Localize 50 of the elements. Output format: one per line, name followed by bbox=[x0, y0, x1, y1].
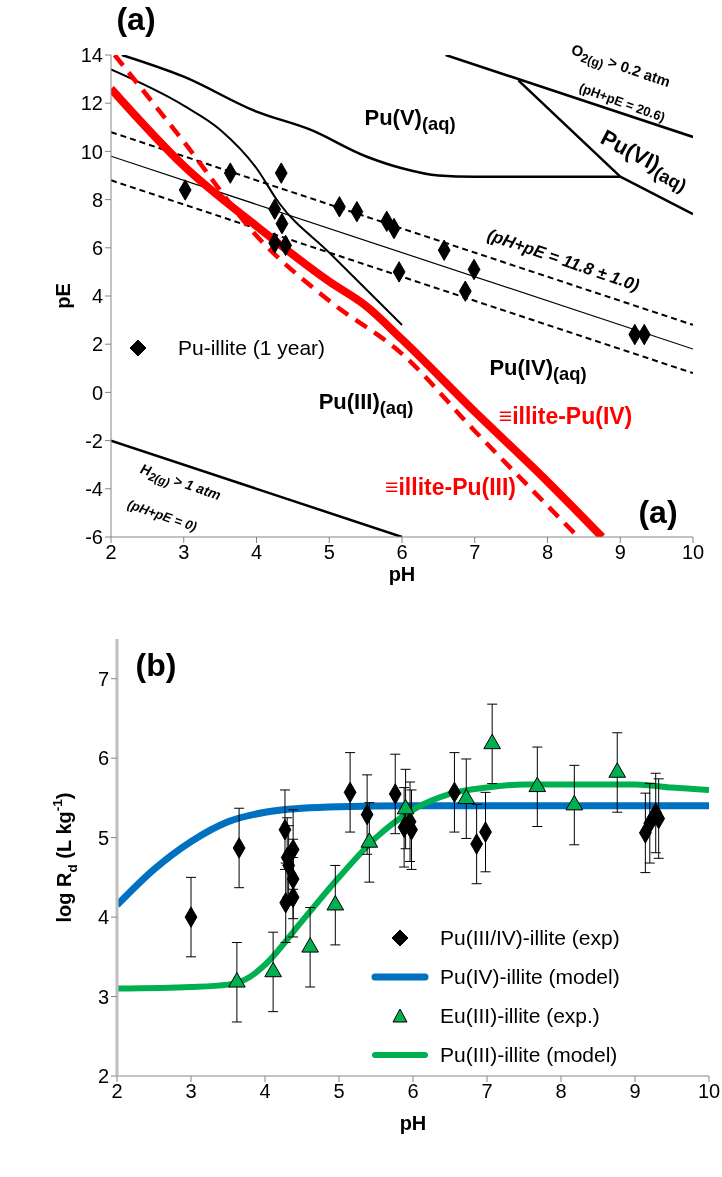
annotation: Pu(V)$_{(aq)}$ bbox=[364, 104, 456, 135]
y-tick-label: 12 bbox=[80, 92, 103, 115]
legend-label: Pu(III/IV)-illite (exp) bbox=[440, 925, 620, 951]
y-tick-label: 6 bbox=[97, 747, 109, 770]
y-tick-label: -4 bbox=[85, 477, 103, 500]
text: (a) bbox=[116, 1, 156, 38]
y-axis-title: pE bbox=[52, 283, 75, 309]
annotation: Pu(IV)$_{(aq)}$ bbox=[489, 354, 587, 385]
y-tick-label: 2 bbox=[91, 333, 103, 356]
y-tick-label: 6 bbox=[91, 236, 103, 259]
x-tick-label: 6 bbox=[396, 541, 408, 564]
y-tick-label: 3 bbox=[97, 985, 109, 1008]
x-tick-label: 7 bbox=[469, 541, 481, 564]
legend-label: Pu(IV)-illite (model) bbox=[440, 964, 620, 990]
x-tick-label: 3 bbox=[178, 541, 190, 564]
series-label: ≡illite-Pu(IV) bbox=[498, 402, 633, 429]
x-tick-label: 8 bbox=[555, 1080, 567, 1103]
x-tick-label: 9 bbox=[614, 541, 626, 564]
legend-label: Pu-illite (1 year) bbox=[178, 335, 326, 361]
x-tick-label: 8 bbox=[541, 541, 554, 564]
y-tick-label: -6 bbox=[85, 526, 103, 549]
annotation: Pu(III)$_{(aq)}$ bbox=[318, 388, 414, 419]
x-tick-label: 4 bbox=[259, 1080, 271, 1103]
x-tick-label: 3 bbox=[185, 1080, 197, 1103]
x-tick-label: 5 bbox=[333, 1080, 345, 1103]
x-tick-label: 10 bbox=[681, 541, 705, 564]
x-axis-title: pH bbox=[388, 563, 416, 585]
x-tick-label: 7 bbox=[481, 1080, 493, 1103]
legend-label: Pu(III)-illite (model) bbox=[440, 1042, 618, 1068]
annotation: (a) bbox=[638, 494, 678, 531]
y-tick-label: 10 bbox=[80, 140, 103, 163]
x-tick-label: 5 bbox=[323, 541, 335, 564]
y-tick-label: -2 bbox=[85, 429, 103, 452]
y-tick-label: 4 bbox=[91, 285, 103, 308]
annotation: (b) bbox=[135, 647, 177, 684]
x-axis-title: pH bbox=[399, 1112, 427, 1134]
y-tick-label: 7 bbox=[97, 667, 109, 690]
x-tick-label: 10 bbox=[697, 1080, 721, 1103]
legend-label: Eu(III)-illite (exp.) bbox=[440, 1003, 600, 1029]
y-tick-label: 0 bbox=[91, 381, 103, 404]
y-tick-label: 2 bbox=[97, 1065, 109, 1088]
y-tick-label: 5 bbox=[97, 826, 109, 849]
x-tick-label: 4 bbox=[250, 541, 263, 564]
series-label: ≡illite-Pu(III) bbox=[385, 474, 517, 501]
y-tick-label: 14 bbox=[80, 44, 103, 67]
x-tick-label: 9 bbox=[629, 1080, 641, 1103]
x-tick-label: 6 bbox=[407, 1080, 419, 1103]
y-tick-label: 8 bbox=[91, 188, 103, 211]
x-tick-label: 2 bbox=[111, 1080, 123, 1103]
y-tick-label: 4 bbox=[97, 906, 109, 929]
